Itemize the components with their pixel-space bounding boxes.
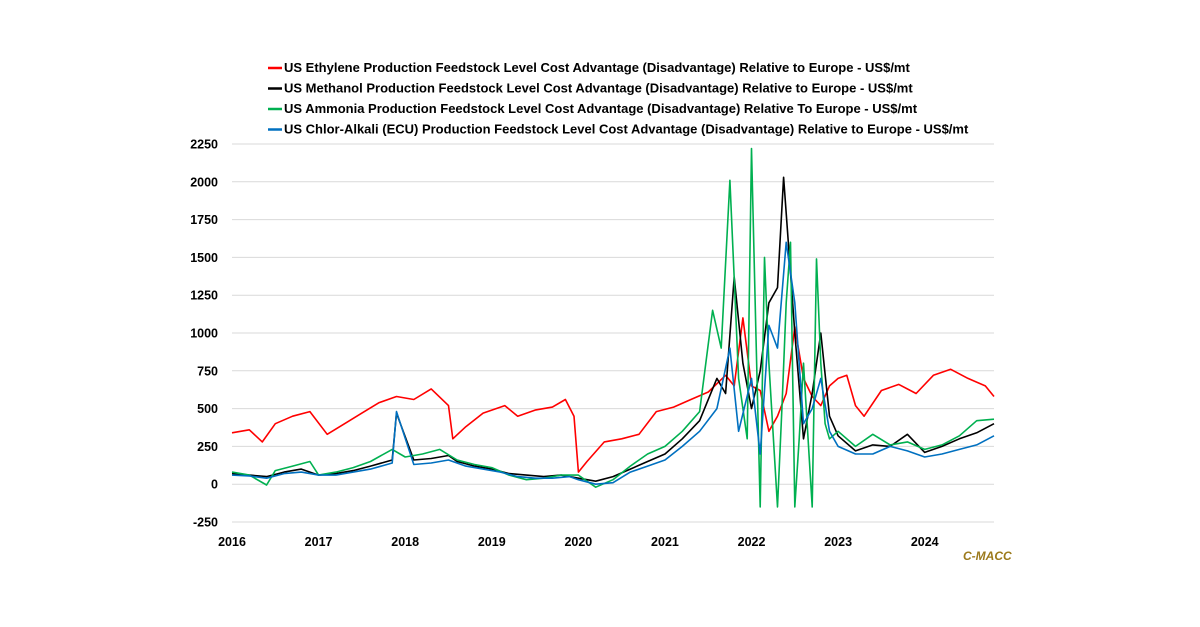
y-tick-label: 1500: [190, 251, 218, 265]
y-tick: 0: [211, 478, 218, 492]
x-tick-label: 2024: [911, 535, 939, 549]
x-tick-label: 2019: [478, 535, 506, 549]
series-line-2: [231, 176, 995, 483]
y-tick-label: 250: [197, 440, 218, 454]
series-line-4: [231, 241, 995, 486]
legend-item-2: US Methanol Production Feedstock Level C…: [268, 81, 913, 96]
x-tick: 2021: [651, 535, 679, 549]
y-tick-label: 750: [197, 364, 218, 378]
x-tick: 2019: [478, 535, 506, 549]
x-tick: 2016: [218, 535, 246, 549]
y-tick: 1250: [190, 289, 218, 303]
legend-label: US Ammonia Production Feedstock Level Co…: [284, 101, 918, 116]
y-tick: -250: [193, 516, 218, 530]
x-tick: 2018: [391, 535, 419, 549]
y-tick-label: 2000: [190, 175, 218, 189]
y-tick-label: 1750: [190, 213, 218, 227]
x-tick-label: 2023: [824, 535, 852, 549]
gridlines: [232, 143, 994, 523]
x-tick-label: 2020: [564, 535, 592, 549]
y-tick: 500: [197, 402, 218, 416]
x-tick: 2017: [305, 535, 333, 549]
y-tick: 2000: [190, 175, 218, 189]
x-tick: 2022: [738, 535, 766, 549]
y-tick-label: 2250: [190, 138, 218, 152]
y-tick-label: -250: [193, 516, 218, 530]
y-tick: 250: [197, 440, 218, 454]
y-tick-label: 500: [197, 402, 218, 416]
series-line-3: [231, 147, 995, 508]
y-tick: 2250: [190, 138, 218, 152]
y-tick-label: 1250: [190, 289, 218, 303]
x-tick-label: 2018: [391, 535, 419, 549]
legend-label: US Methanol Production Feedstock Level C…: [284, 81, 913, 96]
watermark-text: C-MACC: [963, 549, 1012, 563]
axes: -250 0 250 500 750 1000 1250 1500 1750 2000 2250 20…: [190, 138, 938, 550]
legend-item-3: US Ammonia Production Feedstock Level Co…: [268, 101, 918, 116]
x-tick: 2024: [911, 535, 939, 549]
y-tick-label: 1000: [190, 327, 218, 341]
legend: US Ethylene Production Feedstock Level C…: [268, 60, 969, 137]
x-tick-label: 2016: [218, 535, 246, 549]
y-tick: 1500: [190, 251, 218, 265]
series-line-1: [231, 317, 995, 473]
y-tick: 1000: [190, 327, 218, 341]
legend-item-1: US Ethylene Production Feedstock Level C…: [268, 60, 910, 75]
x-tick-label: 2017: [305, 535, 333, 549]
x-tick: 2023: [824, 535, 852, 549]
legend-item-4: US Chlor-Alkali (ECU) Production Feedsto…: [268, 122, 969, 137]
x-tick-label: 2021: [651, 535, 679, 549]
legend-label: US Chlor-Alkali (ECU) Production Feedsto…: [284, 122, 969, 137]
y-tick: 750: [197, 364, 218, 378]
legend-label: US Ethylene Production Feedstock Level C…: [284, 60, 910, 75]
y-tick: 1750: [190, 213, 218, 227]
x-tick-label: 2022: [738, 535, 766, 549]
y-tick-label: 0: [211, 478, 218, 492]
series-lines: [231, 147, 995, 508]
x-tick: 2020: [564, 535, 592, 549]
